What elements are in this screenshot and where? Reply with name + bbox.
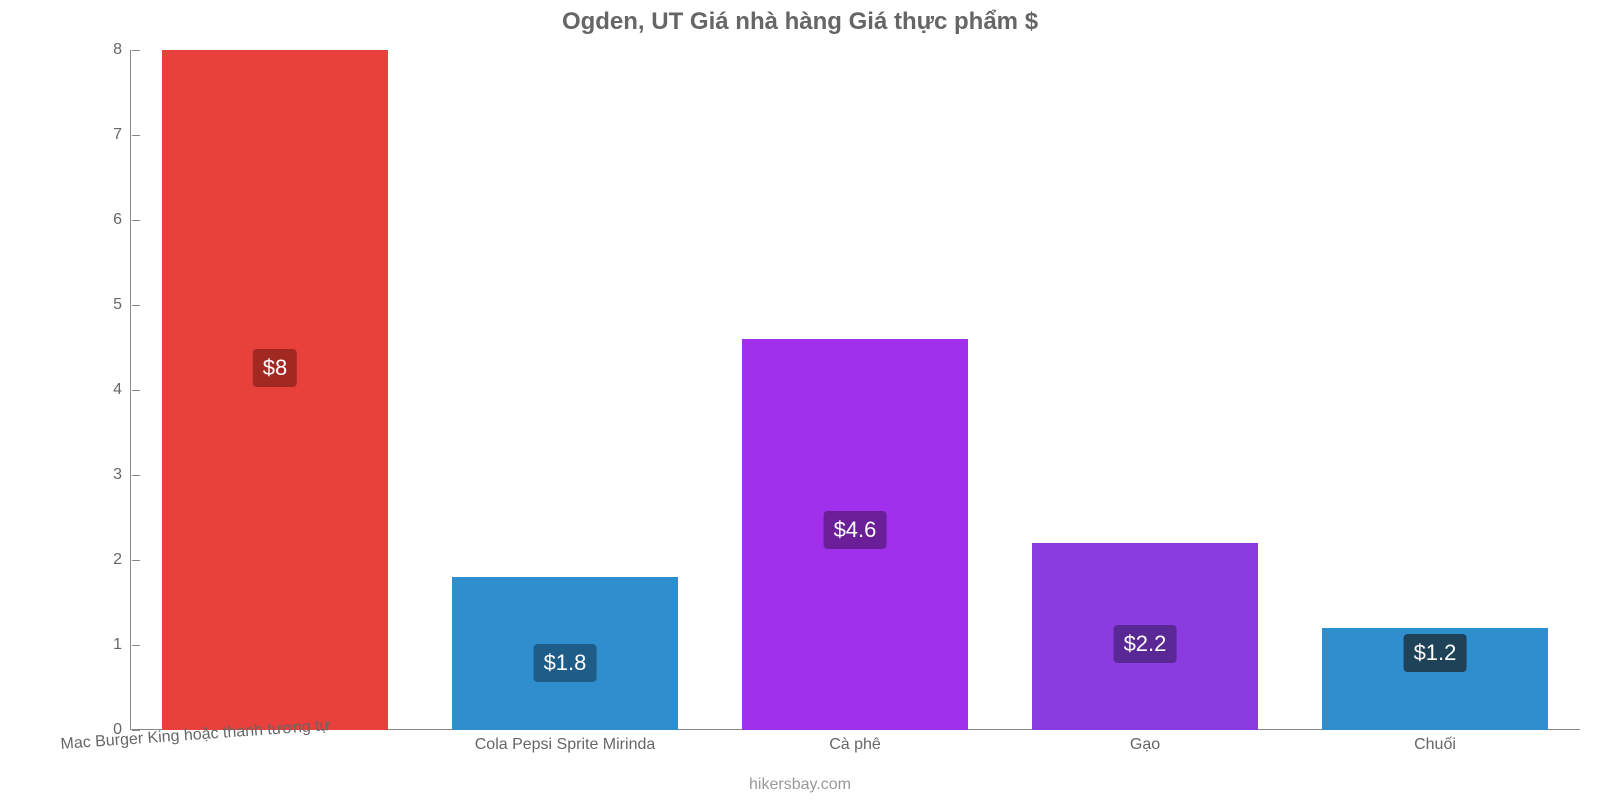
chart-title: Ogden, UT Giá nhà hàng Giá thực phẩm $ [0,0,1600,36]
x-tick-label: Cola Pepsi Sprite Mirinda [475,736,656,754]
bar-slot: $8 [130,50,420,730]
bar-value-badge: $2.2 [1114,625,1177,663]
bar-slot: $1.2 [1290,50,1580,730]
bar-slot: $2.2 [1000,50,1290,730]
y-tick-label: 8 [90,41,122,59]
chart-credit: hikersbay.com [749,776,851,794]
bar-value-badge: $8 [253,349,297,387]
bar-value-badge: $4.6 [824,511,887,549]
bar: $8 [162,50,388,730]
bar: $2.2 [1032,543,1258,730]
y-tick-label: 7 [90,126,122,144]
y-axis: 012345678 [90,50,130,730]
bar-value-badge: $1.2 [1404,634,1467,672]
bar-slot: $4.6 [710,50,1000,730]
y-tick-label: 6 [90,211,122,229]
bar-slot: $1.8 [420,50,710,730]
y-tick-label: 5 [90,296,122,314]
y-tick-label: 2 [90,551,122,569]
y-tick-label: 1 [90,636,122,654]
x-tick-label: Cà phê [829,736,881,754]
y-tick-label: 3 [90,466,122,484]
bar: $1.8 [452,577,678,730]
bars-container: $8 $1.8 $4.6 $2.2 $1.2 [130,50,1580,730]
chart-plot-area: 012345678 $8$1.8$4.6$2.2$1.2 Mac Burger … [90,50,1580,730]
y-tick-label: 4 [90,381,122,399]
x-tick-label: Gạo [1130,736,1160,754]
bar: $1.2 [1322,628,1548,730]
bar-value-badge: $1.8 [534,644,597,682]
bar: $4.6 [742,339,968,730]
x-tick-label: Chuối [1414,736,1456,754]
